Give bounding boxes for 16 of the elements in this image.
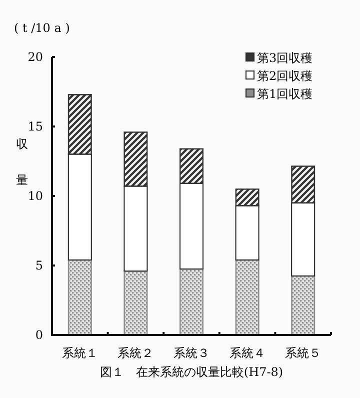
text: 図１ 在来系統の収量比較(H7-8)	[100, 365, 284, 379]
x-tick-label: 系統１	[62, 346, 98, 360]
y-tick-label: 10	[28, 189, 43, 203]
text: ( t /10 a )	[14, 21, 70, 35]
x-tick-label: 系統３	[174, 346, 210, 360]
x-tick-label: 系統５	[285, 346, 322, 360]
text: 収量	[16, 137, 28, 187]
legend-label: 第3回収穫	[257, 51, 313, 65]
y-tick-label: 15	[28, 120, 43, 134]
y-tick-label: 5	[35, 258, 43, 272]
legend-label: 第2回収穫	[257, 69, 313, 83]
y-tick-label: 0	[35, 328, 43, 342]
legend-label: 第1回収穫	[257, 87, 313, 101]
x-tick-label: 系統４	[229, 346, 266, 360]
x-tick-label: 系統２	[118, 346, 154, 360]
y-tick-label: 20	[28, 50, 43, 64]
